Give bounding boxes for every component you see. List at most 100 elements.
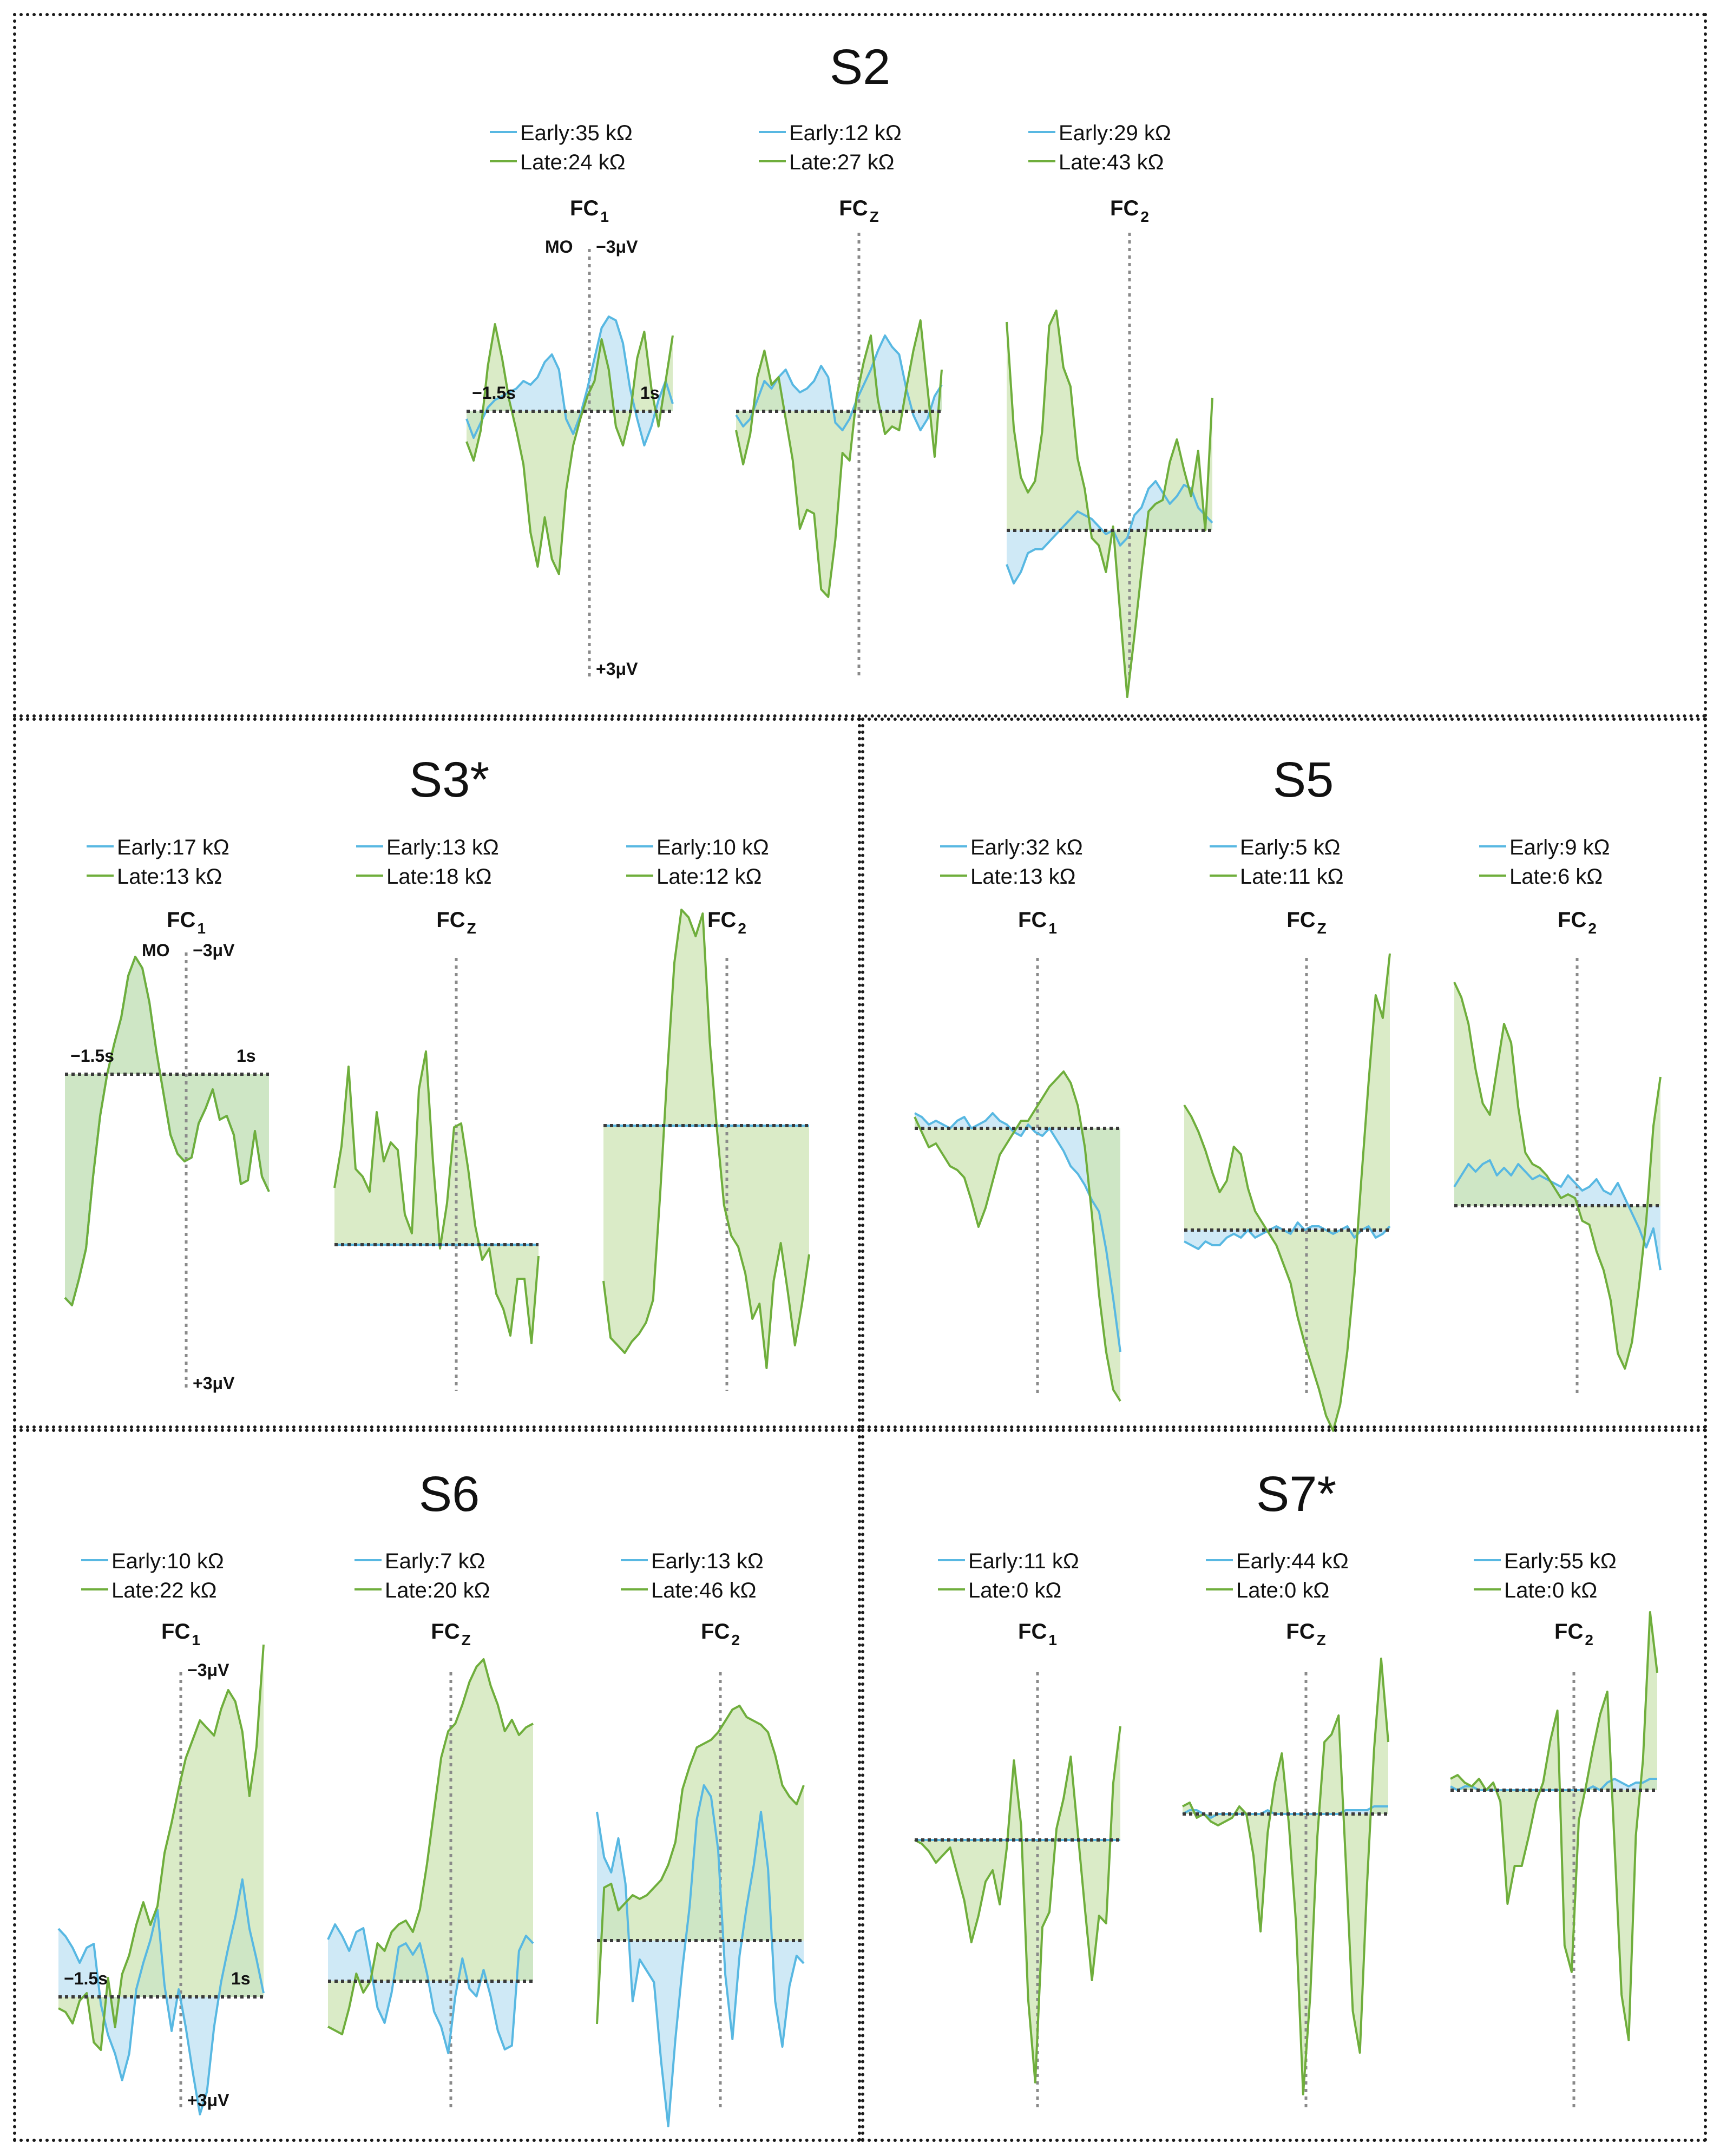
electrode-label: FC 2 xyxy=(707,909,746,936)
early-series-line xyxy=(596,1784,805,2127)
electrode-name: FC xyxy=(1110,196,1139,220)
electrode-name: FC xyxy=(570,196,599,220)
legend-early: Early:35 kΩ xyxy=(490,122,633,144)
legend-early: Early:9 kΩ xyxy=(1479,837,1610,858)
neg-amplitude-label: −3μV xyxy=(596,237,638,257)
subject-panel-s2 xyxy=(13,13,1707,718)
legend-early: Early:12 kΩ xyxy=(759,122,902,144)
early-area xyxy=(736,336,942,430)
electrode-plot xyxy=(1453,958,1662,1396)
early-swatch xyxy=(354,1559,382,1562)
late-series-line xyxy=(914,1726,1121,2083)
electrode-subscript: 1 xyxy=(1048,1632,1057,1648)
electrode-subscript: 2 xyxy=(738,920,746,937)
legend-early: Early:13 kΩ xyxy=(356,837,499,858)
electrode-plot xyxy=(1006,233,1213,698)
early-swatch xyxy=(356,845,383,848)
late-swatch xyxy=(1479,875,1506,877)
pos-amplitude-label: +3μV xyxy=(187,2091,229,2110)
legend-late-text: Late:6 kΩ xyxy=(1509,865,1603,889)
electrode-plot xyxy=(914,1672,1121,2108)
late-area xyxy=(328,1659,533,2034)
legend-early-text: Early:44 kΩ xyxy=(1236,1549,1349,1573)
legend-early-text: Early:35 kΩ xyxy=(520,121,633,145)
electrode-name: FC xyxy=(707,908,737,932)
early-series-line xyxy=(1184,1221,1391,1250)
late-swatch xyxy=(1206,1588,1233,1591)
electrode-label: FC 2 xyxy=(1554,1621,1593,1648)
late-area xyxy=(58,1645,264,2050)
late-series-line xyxy=(596,1705,805,2024)
electrode-subscript: 1 xyxy=(1048,920,1057,937)
legend-early: Early:44 kΩ xyxy=(1206,1550,1349,1572)
legend-late: Late:6 kΩ xyxy=(1479,866,1603,888)
neg-amplitude-label: −3μV xyxy=(187,1660,229,1680)
electrode-plot xyxy=(333,958,540,1391)
legend-late: Late:13 kΩ xyxy=(87,866,222,888)
legend-early-text: Early:7 kΩ xyxy=(385,1549,485,1573)
subject-panel-s5 xyxy=(861,718,1707,1429)
early-swatch xyxy=(1028,131,1055,134)
legend-early-text: Early:9 kΩ xyxy=(1509,836,1610,859)
electrode-subscript: Z xyxy=(467,920,476,937)
late-series-line xyxy=(1453,982,1662,1370)
electrode-label: FC 1 xyxy=(1018,909,1057,936)
legend-late-text: Late:43 kΩ xyxy=(1059,150,1164,174)
panel-title: S2 xyxy=(829,40,891,95)
late-swatch xyxy=(1210,875,1237,877)
time-end-label: 1s xyxy=(231,1969,251,1988)
early-area xyxy=(467,317,673,445)
electrode-name: FC xyxy=(167,908,196,932)
late-swatch xyxy=(354,1588,382,1591)
early-swatch xyxy=(1206,1559,1233,1562)
legend-late: Late:13 kΩ xyxy=(940,866,1075,888)
legend-early-text: Early:13 kΩ xyxy=(386,836,499,859)
late-series-line xyxy=(914,1070,1121,1402)
legend-early: Early:13 kΩ xyxy=(621,1550,764,1572)
electrode-label: FC 2 xyxy=(701,1621,740,1648)
early-swatch xyxy=(759,131,786,134)
electrode-subscript: 2 xyxy=(1588,920,1597,937)
time-start-label: −1.5s xyxy=(472,383,516,403)
legend-late: Late:18 kΩ xyxy=(356,866,491,888)
late-area xyxy=(915,1726,1120,2082)
early-swatch xyxy=(938,1559,965,1562)
electrode-plot xyxy=(602,909,810,1391)
late-area xyxy=(915,1072,1120,1401)
legend-early: Early:10 kΩ xyxy=(81,1550,224,1572)
time-start-label: −1.5s xyxy=(64,1969,108,1988)
electrode-subscript: 2 xyxy=(731,1632,740,1648)
legend-late: Late:43 kΩ xyxy=(1028,152,1164,173)
electrode-subscript: Z xyxy=(1317,920,1327,937)
late-area xyxy=(1184,954,1390,1431)
legend-late: Late:12 kΩ xyxy=(626,866,761,888)
legend-early-text: Early:32 kΩ xyxy=(970,836,1083,859)
legend-early: Early:29 kΩ xyxy=(1028,122,1171,144)
late-swatch xyxy=(87,875,114,877)
legend-late-text: Late:20 kΩ xyxy=(385,1579,490,1602)
subject-panel-s3-star xyxy=(13,718,861,1429)
late-area xyxy=(1183,1659,1388,2094)
late-series-line xyxy=(1450,1611,1658,2041)
late-swatch xyxy=(490,160,517,163)
early-swatch xyxy=(621,1559,648,1562)
time-end-label: 1s xyxy=(640,383,660,403)
electrode-subscript: Z xyxy=(869,208,879,225)
electrode-plot xyxy=(735,233,943,676)
legend-late-text: Late:13 kΩ xyxy=(117,865,222,889)
panel-title: S6 xyxy=(418,1467,480,1522)
late-swatch xyxy=(1474,1588,1501,1591)
late-area xyxy=(597,1706,804,2024)
legend-early: Early:5 kΩ xyxy=(1210,837,1341,858)
electrode-plot xyxy=(327,1658,534,2108)
early-swatch xyxy=(1474,1559,1501,1562)
legend-late: Late:24 kΩ xyxy=(490,152,625,173)
late-series-line xyxy=(58,1644,265,2051)
early-swatch xyxy=(940,845,967,848)
late-swatch xyxy=(759,160,786,163)
electrode-subscript: 1 xyxy=(197,920,206,937)
legend-early: Early:11 kΩ xyxy=(938,1550,1079,1572)
legend-early-text: Early:10 kΩ xyxy=(111,1549,224,1573)
late-area xyxy=(603,910,809,1368)
